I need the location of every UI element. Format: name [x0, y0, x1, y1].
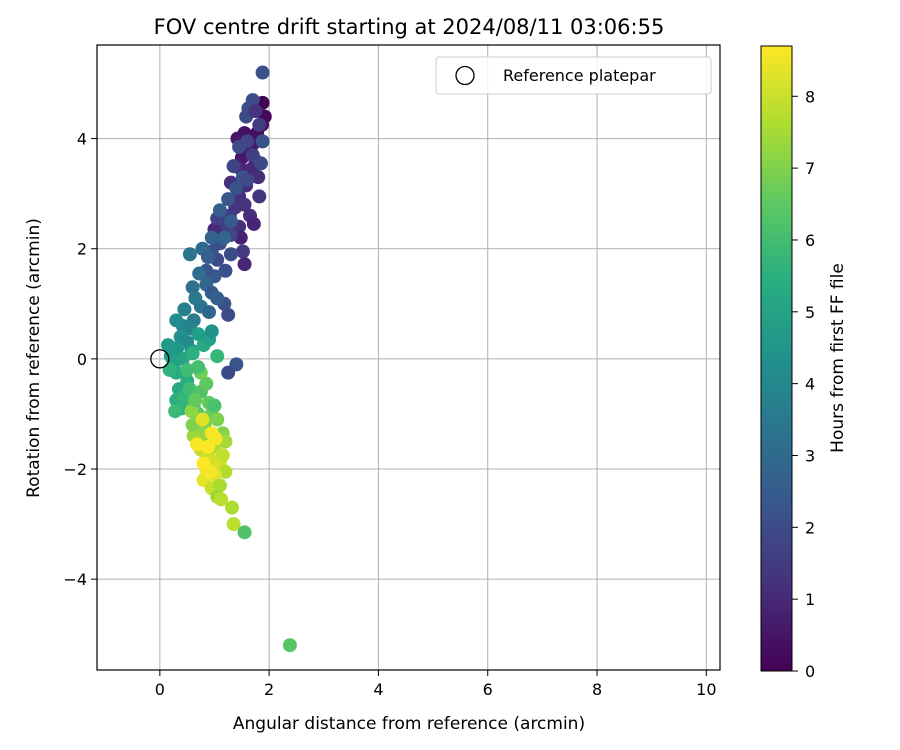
- x-tick-label: 4: [373, 680, 383, 699]
- data-point: [162, 362, 177, 377]
- data-point: [195, 412, 210, 427]
- chart-title: FOV centre drift starting at 2024/08/11 …: [154, 15, 665, 39]
- data-point: [210, 412, 225, 427]
- data-point: [185, 346, 200, 361]
- colorbar-tick-label: 1: [805, 590, 815, 609]
- data-point: [191, 327, 206, 342]
- colorbar-tick-label: 4: [805, 375, 815, 394]
- x-axis-ticks: 0 2 4 6 8 10: [155, 670, 717, 699]
- x-tick-label: 8: [592, 680, 602, 699]
- y-tick-label: 0: [77, 350, 87, 369]
- data-point: [184, 404, 199, 419]
- data-point: [255, 65, 270, 80]
- data-point: [226, 159, 241, 174]
- grid-lines: [97, 45, 720, 670]
- data-point: [208, 431, 223, 446]
- data-point: [202, 305, 217, 320]
- data-point: [221, 365, 236, 380]
- data-point: [185, 280, 200, 295]
- data-point: [253, 156, 268, 171]
- x-tick-label: 6: [483, 680, 493, 699]
- data-point: [203, 464, 218, 479]
- plot-frame: [96, 44, 721, 671]
- data-point: [223, 247, 238, 262]
- legend-box: [435, 56, 712, 95]
- data-point: [224, 500, 239, 515]
- data-point: [252, 189, 267, 204]
- data-point: [182, 247, 197, 262]
- data-point: [237, 525, 252, 540]
- data-points: [161, 65, 297, 653]
- colorbar-tick-label: 5: [805, 303, 815, 322]
- x-tick-label: 2: [264, 680, 274, 699]
- data-point: [212, 203, 227, 218]
- data-point: [235, 244, 250, 259]
- data-point: [248, 104, 263, 119]
- colorbar-tick-label: 0: [805, 662, 815, 681]
- colorbar-ticks: 0 1 2 3 4 5 6 7 8: [792, 87, 815, 681]
- data-point: [221, 307, 236, 322]
- data-point: [210, 291, 225, 306]
- data-point: [229, 181, 244, 196]
- data-point: [214, 492, 229, 507]
- data-point: [192, 266, 207, 281]
- legend-label: Reference platepar: [503, 66, 656, 85]
- colorbar-tick-label: 3: [805, 446, 815, 465]
- data-point: [200, 250, 215, 265]
- y-axis-ticks: −4 −2 0 2 4: [63, 130, 97, 589]
- colorbar-tick-label: 2: [805, 518, 815, 537]
- y-tick-label: −4: [63, 570, 87, 589]
- data-point: [240, 172, 255, 187]
- legend: Reference platepar: [435, 56, 712, 95]
- legend-marker-icon: [455, 65, 475, 86]
- colorbar-tick-label: 7: [805, 159, 815, 178]
- data-point: [218, 464, 233, 479]
- colorbar: 0 1 2 3 4 5 6 7 8 Hours from first FF file: [760, 45, 848, 681]
- reference-platepar-marker: [150, 349, 170, 369]
- data-point: [282, 638, 297, 653]
- colorbar-label: Hours from first FF file: [828, 263, 848, 453]
- data-point: [237, 257, 252, 272]
- data-point: [226, 517, 241, 532]
- data-point: [215, 448, 230, 463]
- data-point: [221, 192, 236, 207]
- data-point: [204, 324, 219, 339]
- data-point: [191, 360, 206, 375]
- y-tick-label: 4: [77, 130, 87, 149]
- data-point: [217, 230, 232, 245]
- x-tick-label: 10: [696, 680, 716, 699]
- data-point: [246, 216, 261, 231]
- data-point: [212, 478, 227, 493]
- y-tick-label: −2: [63, 460, 87, 479]
- x-axis-label: Angular distance from reference (arcmin): [233, 714, 585, 734]
- data-point: [240, 134, 255, 149]
- data-point: [204, 230, 219, 245]
- data-point: [252, 117, 267, 132]
- data-point: [182, 382, 197, 397]
- y-tick-label: 2: [77, 240, 87, 259]
- colorbar-tick-label: 6: [805, 231, 815, 250]
- data-point: [188, 393, 203, 408]
- data-point: [223, 214, 238, 229]
- data-point: [251, 170, 266, 185]
- data-point: [218, 263, 233, 278]
- data-point: [190, 437, 205, 452]
- data-point: [255, 134, 270, 149]
- colorbar-tick-label: 8: [805, 87, 815, 106]
- data-point: [169, 313, 184, 328]
- colorbar-gradient: [760, 45, 793, 672]
- data-point: [168, 404, 183, 419]
- data-point: [180, 362, 195, 377]
- data-point: [161, 338, 176, 353]
- data-point: [237, 197, 252, 212]
- data-point: [177, 302, 192, 317]
- data-point: [207, 398, 222, 413]
- y-axis-label: Rotation from reference (arcmin): [24, 218, 44, 498]
- x-tick-label: 0: [155, 680, 165, 699]
- data-point: [210, 349, 225, 364]
- data-point: [199, 376, 214, 391]
